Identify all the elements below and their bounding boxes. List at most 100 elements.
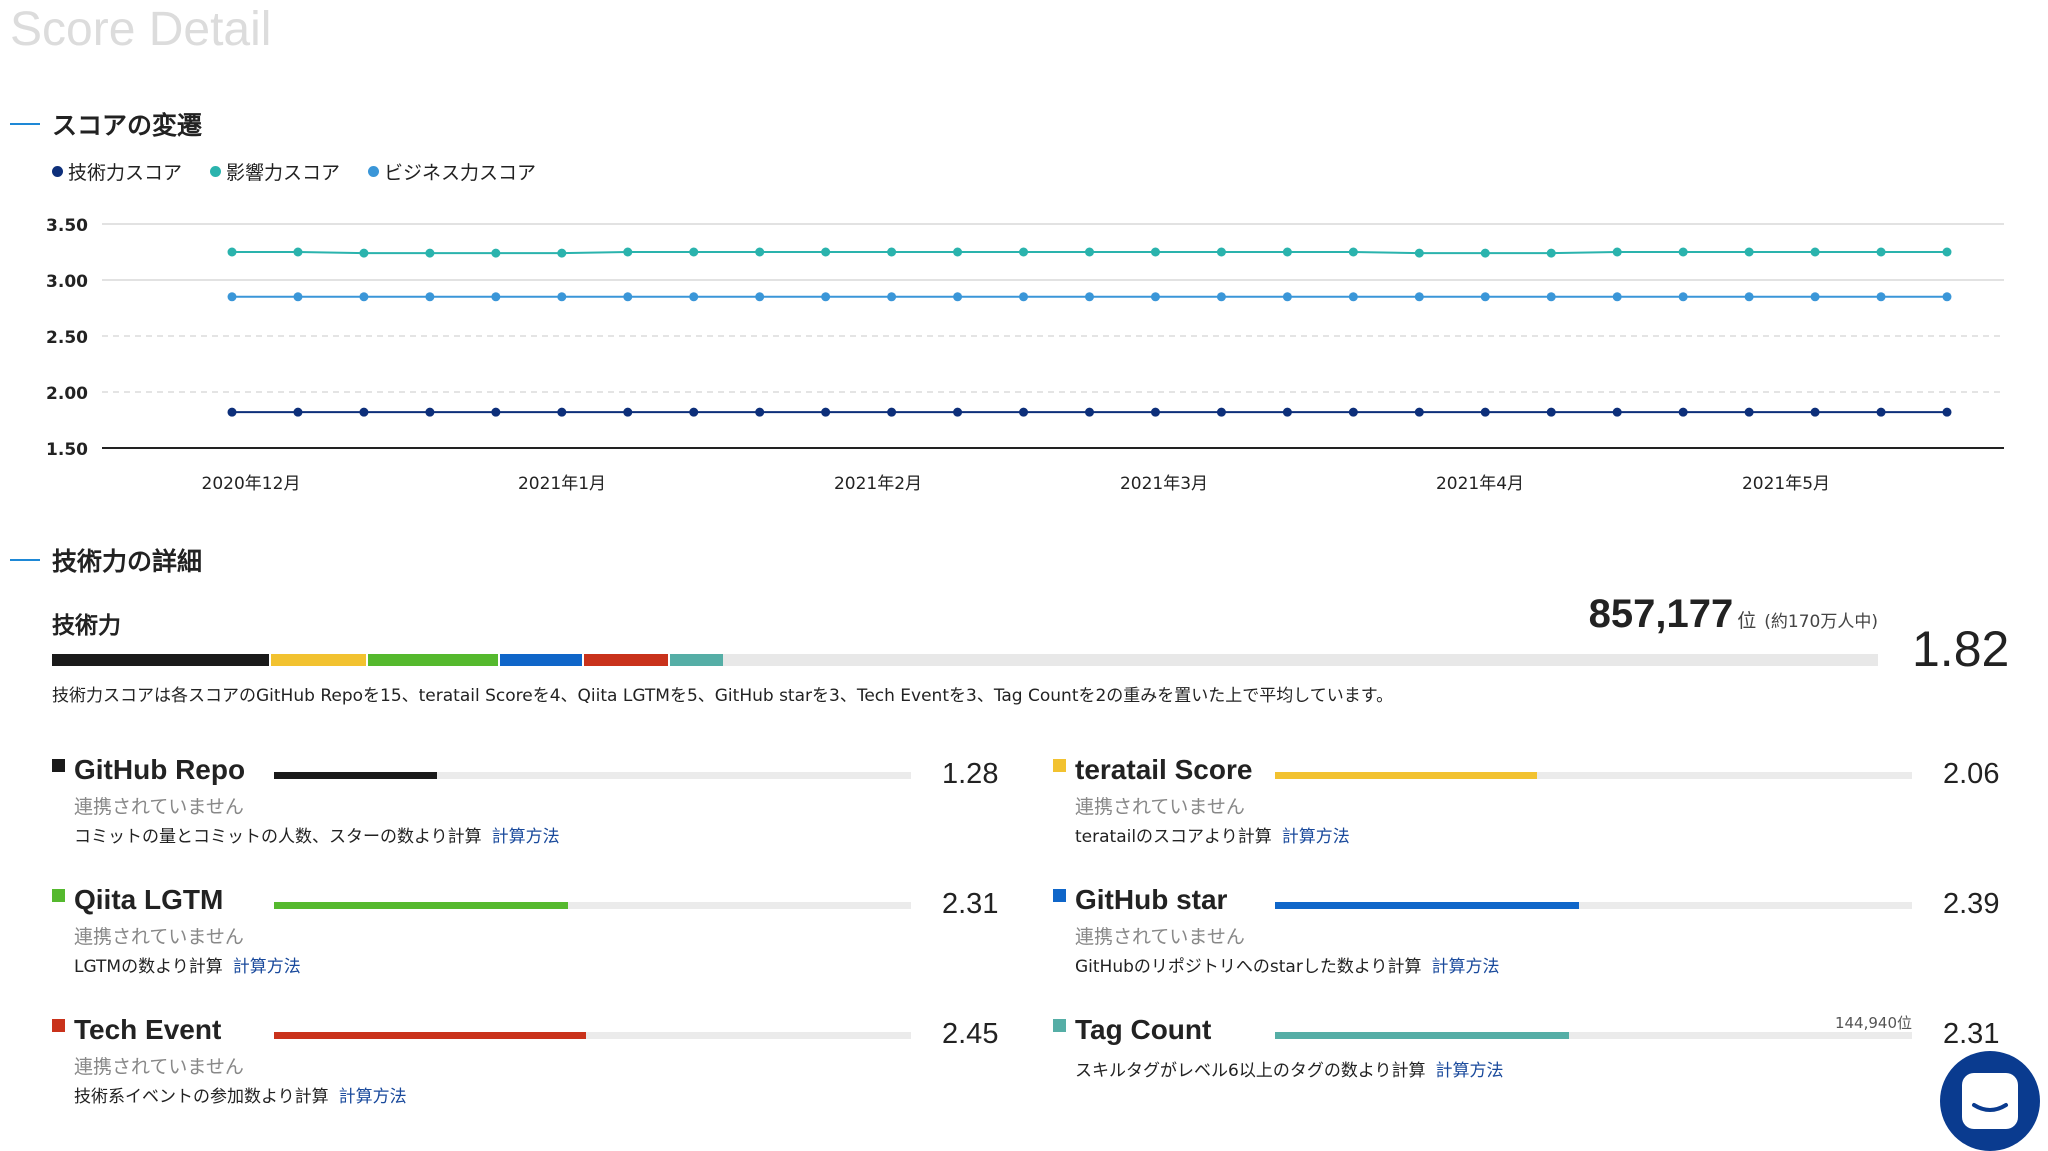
data-point[interactable]	[1348, 292, 1358, 302]
metric-status: 連携されていません	[74, 926, 244, 948]
data-point[interactable]	[1678, 247, 1688, 257]
data-point[interactable]	[755, 407, 765, 417]
data-point[interactable]	[1942, 247, 1952, 257]
data-point[interactable]	[1810, 407, 1820, 417]
metric-color-icon	[1053, 759, 1066, 772]
data-point[interactable]	[1085, 247, 1094, 257]
data-point[interactable]	[821, 247, 831, 257]
data-point[interactable]	[557, 407, 567, 417]
data-point[interactable]	[887, 407, 897, 417]
data-point[interactable]	[689, 247, 699, 257]
data-point[interactable]	[557, 292, 567, 302]
data-point[interactable]	[1085, 407, 1094, 417]
data-point[interactable]	[953, 292, 963, 302]
data-point[interactable]	[557, 248, 567, 258]
calc-method-link[interactable]: 計算方法	[338, 1087, 407, 1107]
data-point[interactable]	[1876, 247, 1886, 257]
data-point[interactable]	[755, 247, 765, 257]
metric-bar-fill	[1275, 1032, 1570, 1039]
data-point[interactable]	[821, 292, 831, 302]
legend-label: ビジネス力スコア	[384, 162, 537, 184]
data-point[interactable]	[1480, 407, 1490, 417]
data-point[interactable]	[1480, 248, 1490, 258]
page-title: Score Detail	[10, 3, 272, 56]
data-point[interactable]	[887, 292, 897, 302]
y-tick-label: 3.50	[46, 216, 88, 236]
data-point[interactable]	[1612, 292, 1622, 302]
data-point[interactable]	[1150, 247, 1160, 257]
data-point[interactable]	[821, 407, 831, 417]
data-point[interactable]	[1150, 407, 1160, 417]
metric-color-icon	[1053, 889, 1066, 902]
data-point[interactable]	[227, 247, 237, 257]
data-point[interactable]	[1678, 292, 1688, 302]
data-point[interactable]	[491, 292, 501, 302]
data-point[interactable]	[623, 247, 633, 257]
data-point[interactable]	[689, 292, 699, 302]
data-point[interactable]	[1810, 292, 1820, 302]
data-point[interactable]	[623, 407, 633, 417]
data-point[interactable]	[1744, 292, 1754, 302]
calc-method-link[interactable]: 計算方法	[1435, 1061, 1504, 1081]
data-point[interactable]	[1876, 292, 1886, 302]
data-point[interactable]	[1282, 247, 1292, 257]
data-point[interactable]	[1876, 407, 1886, 417]
data-point[interactable]	[1216, 292, 1226, 302]
data-point[interactable]	[1019, 247, 1029, 257]
calc-method-link[interactable]: 計算方法	[491, 827, 560, 847]
data-point[interactable]	[1612, 407, 1622, 417]
data-point[interactable]	[1348, 247, 1358, 257]
data-point[interactable]	[1480, 292, 1490, 302]
data-point[interactable]	[1414, 407, 1424, 417]
data-point[interactable]	[1546, 248, 1556, 258]
data-point[interactable]	[1414, 248, 1424, 258]
data-point[interactable]	[1546, 292, 1556, 302]
data-point[interactable]	[1282, 292, 1292, 302]
data-point[interactable]	[1019, 407, 1029, 417]
data-point[interactable]	[1216, 247, 1226, 257]
data-point[interactable]	[953, 247, 963, 257]
data-point[interactable]	[1546, 407, 1556, 417]
metric-calc-text: LGTMの数より計算 計算方法	[74, 952, 301, 977]
data-point[interactable]	[1810, 247, 1820, 257]
data-point[interactable]	[425, 248, 435, 258]
calc-method-link[interactable]: 計算方法	[232, 957, 301, 977]
data-point[interactable]	[755, 292, 765, 302]
data-point[interactable]	[491, 407, 501, 417]
data-point[interactable]	[1942, 407, 1952, 417]
data-point[interactable]	[1085, 292, 1094, 302]
legend-item-tech[interactable]: 技術力スコア	[52, 158, 182, 185]
data-point[interactable]	[359, 292, 369, 302]
data-point[interactable]	[293, 407, 303, 417]
data-point[interactable]	[1282, 407, 1292, 417]
data-point[interactable]	[953, 407, 963, 417]
data-point[interactable]	[689, 407, 699, 417]
data-point[interactable]	[425, 292, 435, 302]
data-point[interactable]	[623, 292, 633, 302]
calc-method-link[interactable]: 計算方法	[1431, 957, 1500, 977]
metric-status: 連携されていません	[74, 796, 244, 818]
data-point[interactable]	[227, 292, 237, 302]
data-point[interactable]	[1744, 407, 1754, 417]
data-point[interactable]	[1744, 247, 1754, 257]
legend-item-influence[interactable]: 影響力スコア	[210, 158, 340, 185]
data-point[interactable]	[293, 292, 303, 302]
chat-button[interactable]	[1940, 1051, 2040, 1151]
calc-method-link[interactable]: 計算方法	[1281, 827, 1350, 847]
data-point[interactable]	[425, 407, 435, 417]
data-point[interactable]	[1019, 292, 1029, 302]
legend-item-business[interactable]: ビジネス力スコア	[368, 158, 536, 185]
data-point[interactable]	[491, 248, 501, 258]
data-point[interactable]	[1942, 292, 1952, 302]
data-point[interactable]	[1414, 292, 1424, 302]
data-point[interactable]	[887, 247, 897, 257]
data-point[interactable]	[293, 247, 303, 257]
data-point[interactable]	[1612, 247, 1622, 257]
data-point[interactable]	[359, 248, 369, 258]
data-point[interactable]	[1150, 292, 1160, 302]
data-point[interactable]	[227, 407, 237, 417]
data-point[interactable]	[359, 407, 369, 417]
data-point[interactable]	[1348, 407, 1358, 417]
data-point[interactable]	[1216, 407, 1226, 417]
data-point[interactable]	[1678, 407, 1688, 417]
